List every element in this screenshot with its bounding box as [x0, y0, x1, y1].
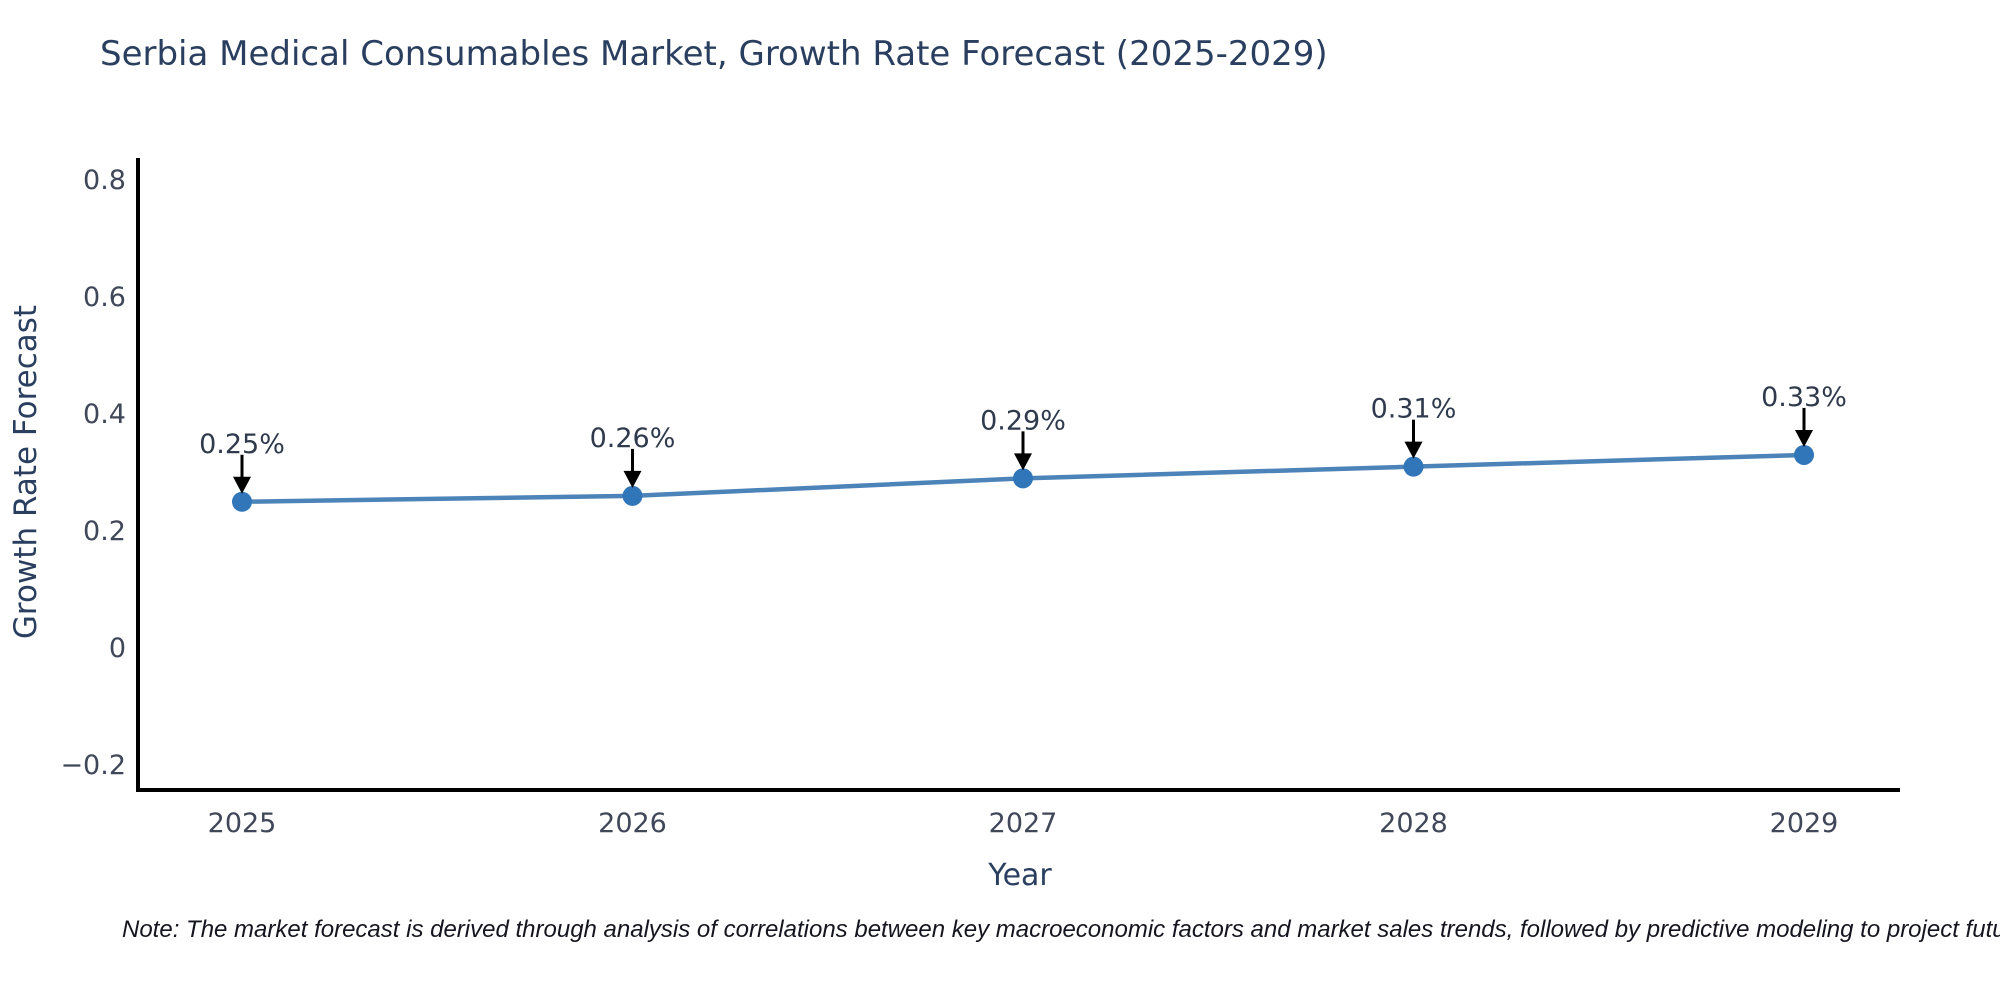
point-value-label: 0.29% [980, 405, 1066, 436]
point-value-label: 0.33% [1761, 382, 1847, 413]
y-tick-label: 0.2 [83, 516, 126, 547]
x-tick-label: 2027 [989, 808, 1058, 839]
chart-title: Serbia Medical Consumables Market, Growt… [100, 34, 1328, 74]
y-tick-label: 0.6 [83, 282, 126, 313]
annotation-arrow-head [1404, 441, 1423, 459]
annotation-arrow-head [1014, 453, 1032, 471]
y-tick-label: 0.4 [83, 399, 126, 430]
annotation-arrow-head [233, 476, 251, 494]
annotation-arrow-head [1795, 429, 1813, 447]
y-tick-label: −0.2 [60, 750, 126, 781]
x-tick-label: 2026 [598, 808, 667, 839]
annotation-arrow-head [623, 470, 642, 488]
y-tick-label: 0.8 [83, 165, 126, 196]
data-point-2028 [1403, 456, 1424, 477]
x-tick-label: 2025 [208, 808, 277, 839]
point-value-label: 0.26% [590, 423, 676, 454]
point-value-label: 0.31% [1371, 394, 1457, 425]
point-value-label: 0.25% [199, 429, 285, 460]
y-tick-label: 0 [109, 633, 126, 664]
footnote: Note: The market forecast is derived thr… [122, 916, 2000, 943]
x-tick-label: 2028 [1379, 808, 1448, 839]
data-point-2026 [622, 485, 643, 506]
data-point-2025 [232, 491, 252, 512]
data-point-2027 [1013, 468, 1033, 489]
x-tick-label: 2029 [1770, 808, 1839, 839]
x-axis-title: Year [988, 858, 1052, 893]
data-point-2029 [1794, 444, 1814, 465]
